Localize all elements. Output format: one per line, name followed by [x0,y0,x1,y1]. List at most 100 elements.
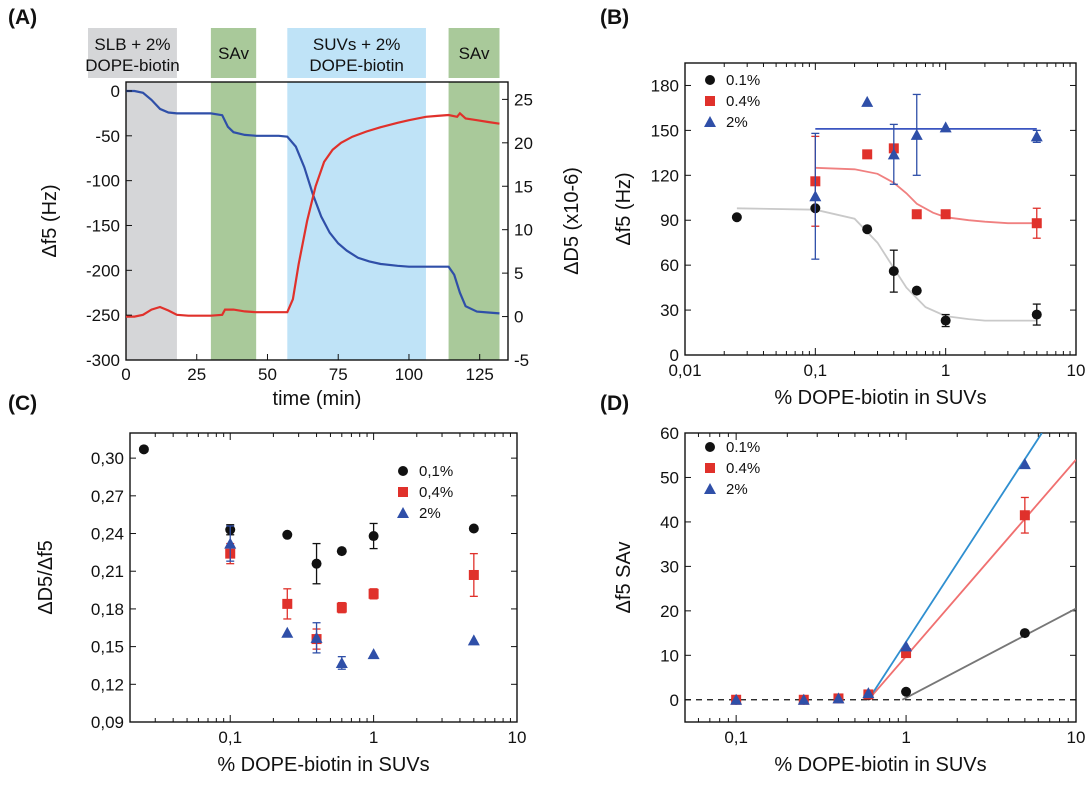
region-label: DOPE-biotin [309,56,403,75]
plot-frame [684,432,1077,723]
fit-line [867,459,1076,701]
data-point-square [1031,218,1042,229]
x-tick-label: 1 [369,728,378,747]
legend-label: 2% [726,114,748,131]
region-band [126,82,177,360]
panel-label: (C) [8,392,37,415]
data-point-triangle [887,148,900,160]
legend-label: 0,4% [419,484,453,501]
y-tick-label: 0,09 [91,713,124,732]
y-tick-label: 20 [660,602,679,621]
legend-label: 0.1% [726,439,760,456]
data-point-circle [138,444,149,455]
data-point-square [862,149,873,160]
panel-a: (A) SLB + 2% DOPE-biotin SAv SUVs + 2% DOPE-b… [8,6,583,410]
y-tick-label: 60 [660,256,679,275]
fit-line [815,166,1037,225]
y-tick-label: -250 [86,306,120,325]
y-tick-label: 0,21 [91,562,124,581]
data-point-triangle [367,648,380,660]
x-axis-label: % DOPE-biotin in SUVs [774,387,986,409]
x-tick-label: 75 [329,365,348,384]
legend-marker-triangle [704,483,716,494]
legend-label: 0,1% [419,463,453,480]
x-tick-label: 50 [258,365,277,384]
y-axis-label: ΔD5/Δf5 [35,540,57,615]
y-right-tick-label: 10 [514,221,533,240]
x-tick-label: 1 [901,728,910,747]
x-tick-label: 10 [508,728,527,747]
legend-marker-square [705,463,715,473]
data-point-circle [911,285,922,296]
x-tick-label: 100 [395,365,423,384]
data-point-circle [731,212,742,223]
plot-frame [125,81,509,361]
data-point-circle [368,531,379,542]
y-right-tick-label: 25 [514,90,533,109]
legend-marker-square [705,96,715,106]
legend-marker-triangle [397,507,409,518]
data-point-circle [282,529,293,540]
data-point-circle [336,546,347,557]
data-point-triangle [832,692,845,704]
data-point-circle [468,523,479,534]
data-point-triangle [809,190,822,202]
region-band [448,82,500,360]
legend-marker-circle [398,466,408,476]
y-right-tick-label: 20 [514,134,533,153]
data-point-triangle [939,121,952,133]
fit-line [867,433,1043,701]
data-point-square [282,598,293,609]
y-tick-label: -300 [86,351,120,370]
y-tick-label: -50 [95,127,120,146]
data-point-circle [311,558,322,569]
data-point-circle [940,315,951,326]
x-tick-label: 10 [1067,728,1086,747]
x-tick-label: 125 [466,365,494,384]
panel-label-a: (A) [8,6,37,29]
plot-frame [129,432,518,723]
data-point-circle [901,686,912,697]
data-point-circle [862,224,873,235]
region-label-box [210,28,257,78]
legend-label: 2% [419,505,441,522]
legend-label: 0.1% [726,72,760,89]
y-tick-label: 0,27 [91,487,124,506]
region-label-box [448,28,500,78]
legend-label: 0.4% [726,460,760,477]
region-label: SLB + 2% [94,35,170,54]
y-tick-label: 0 [111,82,120,101]
legend-label: 2% [726,481,748,498]
data-point-triangle [861,95,874,107]
y-tick-label: 40 [660,513,679,532]
y-tick-label: 0,24 [91,525,124,544]
y-tick-label: 0,18 [91,600,124,619]
y-right-tick-label: -5 [514,351,529,370]
panel-c: (C) 0,1 1 10 0,09 0,12 0,15 0,18 0,21 0,24 0,27 0,3… [8,392,526,776]
legend-label: 0.4% [726,93,760,110]
x-tick-label: 0,1 [724,728,748,747]
data-point-triangle [910,128,923,140]
data-point-triangle [310,631,323,643]
data-point-triangle [467,634,480,646]
data-point-triangle [281,626,294,638]
x-tick-label: 25 [187,365,206,384]
data-point-square [468,569,479,580]
y-tick-label: 120 [651,166,679,185]
y-right-tick-label: 15 [514,177,533,196]
x-axis-label: % DOPE-biotin in SUVs [217,754,429,776]
region-band [287,82,426,360]
data-point-square [911,209,922,220]
x-axis-label: % DOPE-biotin in SUVs [774,754,986,776]
data-point-triangle [862,687,875,699]
data-point-square [368,588,379,599]
data-point-square [901,648,912,659]
data-point-triangle [224,537,237,549]
panel-label: (D) [600,392,629,415]
x-tick-label: 0,1 [218,728,242,747]
y-axis-label: Δf5 SAv [613,542,635,614]
y-tick-label: 50 [660,468,679,487]
data-point-square [940,209,951,220]
y-tick-label: 30 [660,557,679,576]
